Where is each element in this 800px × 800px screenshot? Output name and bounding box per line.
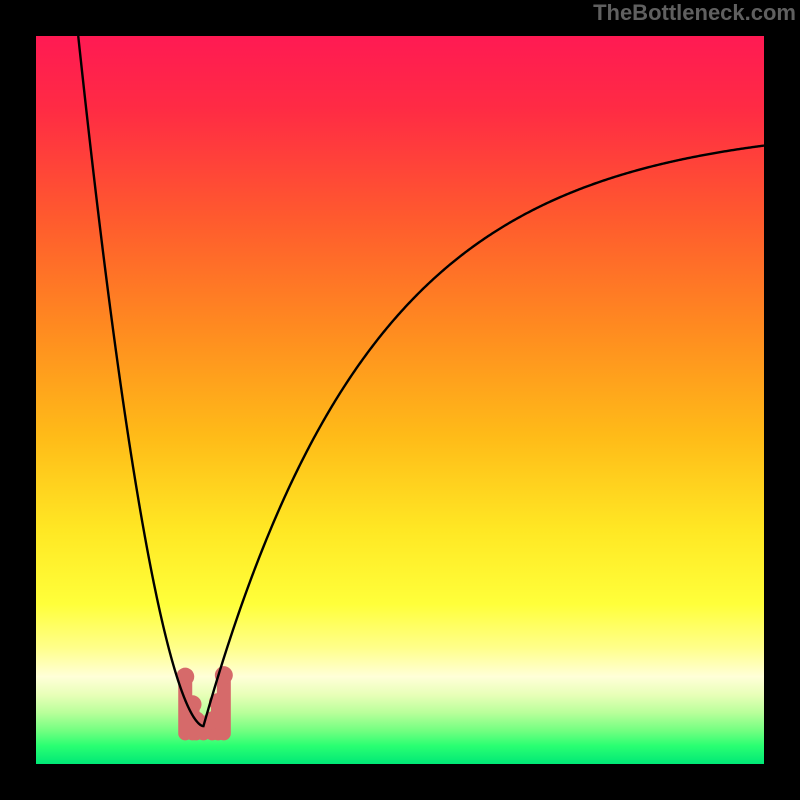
chart-container: TheBottleneck.com [0, 0, 800, 800]
curve-layer [36, 36, 764, 764]
bottleneck-curve [78, 36, 764, 726]
plot-area [36, 36, 764, 764]
watermark-text: TheBottleneck.com [593, 0, 796, 26]
